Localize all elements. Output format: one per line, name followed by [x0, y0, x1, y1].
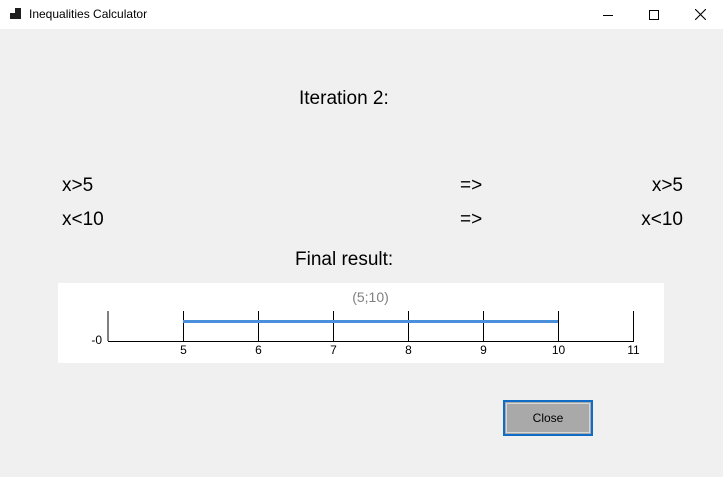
tick-label: 5: [180, 343, 187, 357]
inequality-result-2: x<10: [641, 209, 683, 230]
tick-label: 7: [330, 343, 337, 357]
arrow-2: =>: [460, 209, 483, 230]
inequality-result-1: x>5: [651, 175, 683, 196]
number-line-graph: -0 5 6 7 8 9 10 11 (5;10): [58, 283, 664, 363]
app-icon: [10, 8, 22, 20]
final-result-label: Final result:: [295, 249, 394, 270]
window-title: Inequalities Calculator: [29, 7, 148, 21]
iteration-label: Iteration 2:: [299, 88, 389, 109]
arrow-1: =>: [460, 175, 483, 196]
close-button[interactable]: Close: [503, 400, 593, 436]
inequality-input-2: x<10: [62, 209, 104, 230]
minimize-button[interactable]: [585, 0, 631, 29]
title-bar: Inequalities Calculator: [0, 0, 723, 29]
window-close-button[interactable]: [677, 0, 723, 29]
close-button-label: Close: [532, 411, 564, 425]
tick-label: 9: [480, 343, 487, 357]
tick-label: 10: [552, 343, 566, 357]
origin-label: -0: [91, 333, 102, 347]
maximize-button[interactable]: [631, 0, 677, 29]
tick-label: 8: [405, 343, 412, 357]
tick-label: 6: [255, 343, 262, 357]
maximize-icon: [649, 9, 659, 20]
inequality-input-1: x>5: [62, 175, 94, 196]
number-line-svg: -0 5 6 7 8 9 10 11 (5;10): [91, 289, 640, 357]
minimize-icon: [603, 14, 613, 16]
tick-label: 11: [627, 343, 640, 357]
close-icon: [694, 9, 706, 20]
interval-label: (5;10): [352, 289, 389, 305]
